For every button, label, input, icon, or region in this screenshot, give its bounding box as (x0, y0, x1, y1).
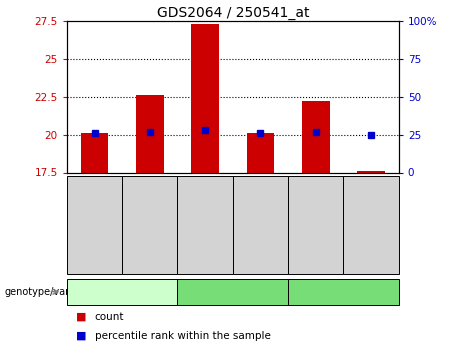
Text: genotype/variation: genotype/variation (5, 287, 97, 297)
Text: GSM37644: GSM37644 (366, 199, 376, 252)
Bar (81, 133, 108, 172)
Text: GSM37642: GSM37642 (255, 199, 266, 252)
Bar (302, 101, 330, 172)
Text: mR156b transgenic: mR156b transgenic (185, 287, 281, 297)
Text: count: count (95, 312, 124, 322)
Bar (247, 133, 274, 172)
Text: control: control (105, 287, 139, 297)
Text: percentile rank within the sample: percentile rank within the sample (95, 331, 271, 341)
Text: GSM37640: GSM37640 (145, 199, 155, 252)
Text: ■: ■ (76, 312, 87, 322)
Text: GSM37643: GSM37643 (311, 199, 321, 252)
Text: ■: ■ (76, 331, 87, 341)
Bar (191, 24, 219, 172)
Bar (357, 171, 385, 172)
Text: GSM37641: GSM37641 (200, 199, 210, 252)
Bar (136, 95, 164, 172)
Text: mR164b transgenic: mR164b transgenic (296, 287, 391, 297)
Title: GDS2064 / 250541_at: GDS2064 / 250541_at (157, 6, 309, 20)
Text: GSM37639: GSM37639 (89, 199, 100, 252)
